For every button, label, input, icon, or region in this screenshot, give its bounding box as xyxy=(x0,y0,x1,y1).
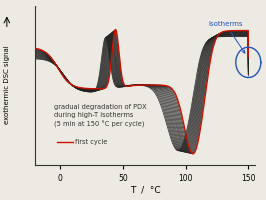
Text: exothermic DSC signal: exothermic DSC signal xyxy=(4,46,10,124)
X-axis label: T  /  °C: T / °C xyxy=(130,185,160,194)
Text: gradual degradation of PDX
during high-T isotherms
(5 min at 150 °C per cycle): gradual degradation of PDX during high-T… xyxy=(54,104,147,128)
Text: first cycle: first cycle xyxy=(76,139,108,145)
Text: isotherms: isotherms xyxy=(208,21,245,53)
